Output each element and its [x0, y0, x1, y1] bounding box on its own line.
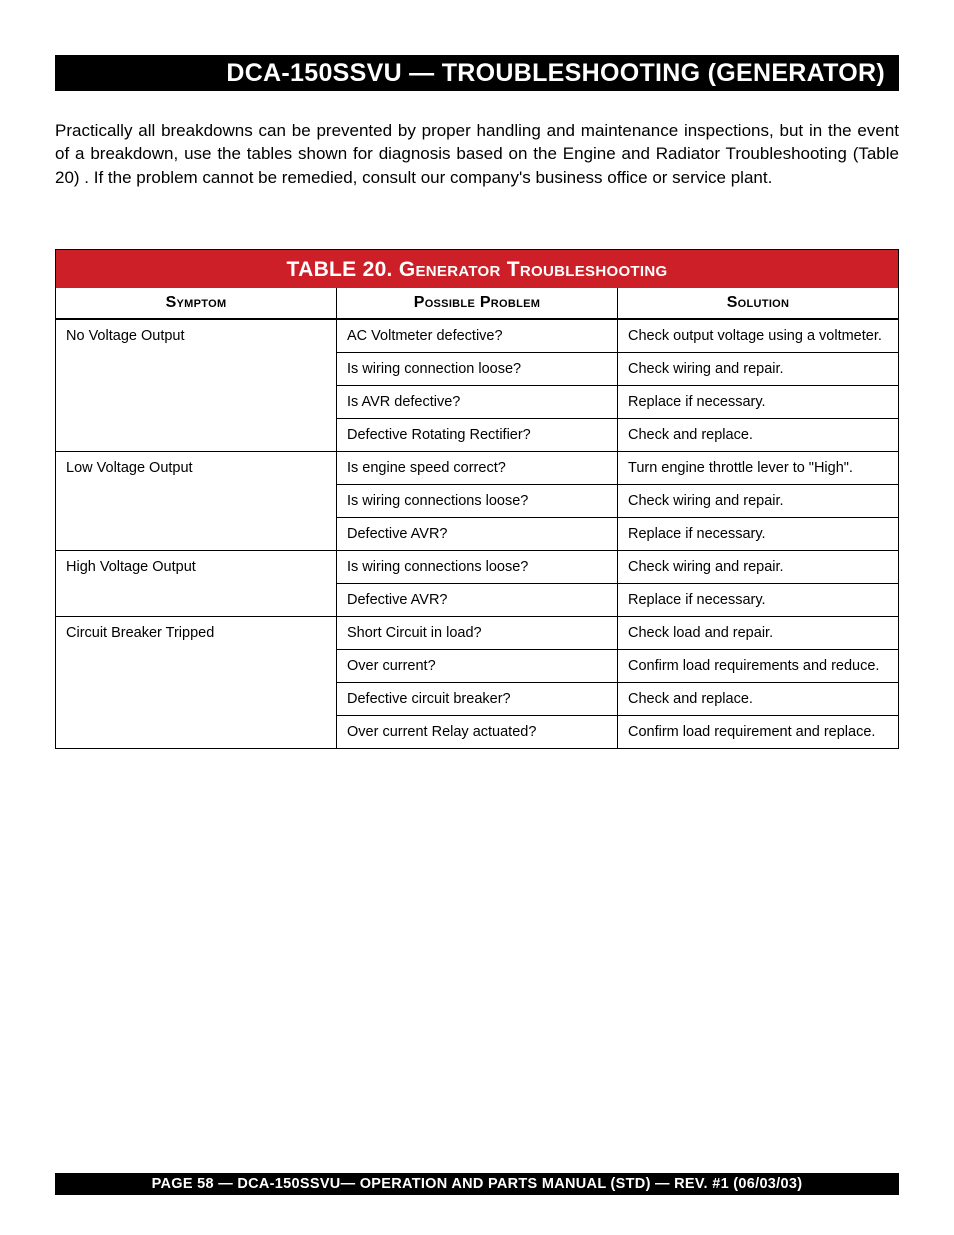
problem-cell: Is AVR defective? — [337, 386, 618, 419]
solution-cell: Check wiring and repair. — [618, 485, 899, 518]
table-title-row: TABLE 20. Generator Troubleshooting — [56, 250, 899, 289]
table-row: Circuit Breaker TrippedShort Circuit in … — [56, 617, 899, 650]
problem-cell: AC Voltmeter defective? — [337, 319, 618, 353]
problem-cell: Defective Rotating Rectifier? — [337, 419, 618, 452]
page-title-bar: DCA-150SSVU — TROUBLESHOOTING (GENERATOR… — [55, 55, 899, 91]
problem-cell: Is engine speed correct? — [337, 452, 618, 485]
problem-cell: Is wiring connections loose? — [337, 485, 618, 518]
solution-cell: Check wiring and repair. — [618, 353, 899, 386]
problem-cell: Defective AVR? — [337, 584, 618, 617]
solution-cell: Confirm load requirement and replace. — [618, 716, 899, 749]
page-footer: PAGE 58 — DCA-150SSVU— OPERATION AND PAR… — [55, 1173, 899, 1195]
column-header-problem: Possible Problem — [337, 288, 618, 319]
table-row: Low Voltage OutputIs engine speed correc… — [56, 452, 899, 485]
solution-cell: Turn engine throttle lever to "High". — [618, 452, 899, 485]
solution-cell: Check wiring and repair. — [618, 551, 899, 584]
symptom-cell: Low Voltage Output — [56, 452, 337, 551]
problem-cell: Over current? — [337, 650, 618, 683]
solution-cell: Replace if necessary. — [618, 518, 899, 551]
column-header-symptom: Symptom — [56, 288, 337, 319]
symptom-cell: High Voltage Output — [56, 551, 337, 617]
table-row: High Voltage OutputIs wiring connections… — [56, 551, 899, 584]
troubleshooting-table: TABLE 20. Generator Troubleshooting Symp… — [55, 249, 899, 749]
intro-paragraph: Practically all breakdowns can be preven… — [55, 119, 899, 189]
solution-cell: Check output voltage using a voltmeter. — [618, 319, 899, 353]
document-page: DCA-150SSVU — TROUBLESHOOTING (GENERATOR… — [0, 0, 954, 1235]
solution-cell: Confirm load requirements and reduce. — [618, 650, 899, 683]
page-title: DCA-150SSVU — TROUBLESHOOTING (GENERATOR… — [226, 59, 885, 88]
problem-cell: Defective circuit breaker? — [337, 683, 618, 716]
problem-cell: Short Circuit in load? — [337, 617, 618, 650]
solution-cell: Replace if necessary. — [618, 584, 899, 617]
problem-cell: Defective AVR? — [337, 518, 618, 551]
table-title: TABLE 20. Generator Troubleshooting — [56, 250, 899, 289]
solution-cell: Replace if necessary. — [618, 386, 899, 419]
problem-cell: Over current Relay actuated? — [337, 716, 618, 749]
table-row: No Voltage OutputAC Voltmeter defective?… — [56, 319, 899, 353]
column-header-solution: Solution — [618, 288, 899, 319]
problem-cell: Is wiring connections loose? — [337, 551, 618, 584]
table-body: No Voltage OutputAC Voltmeter defective?… — [56, 319, 899, 749]
solution-cell: Check load and repair. — [618, 617, 899, 650]
problem-cell: Is wiring connection loose? — [337, 353, 618, 386]
solution-cell: Check and replace. — [618, 419, 899, 452]
symptom-cell: No Voltage Output — [56, 319, 337, 452]
solution-cell: Check and replace. — [618, 683, 899, 716]
table-header-row: Symptom Possible Problem Solution — [56, 288, 899, 319]
symptom-cell: Circuit Breaker Tripped — [56, 617, 337, 749]
